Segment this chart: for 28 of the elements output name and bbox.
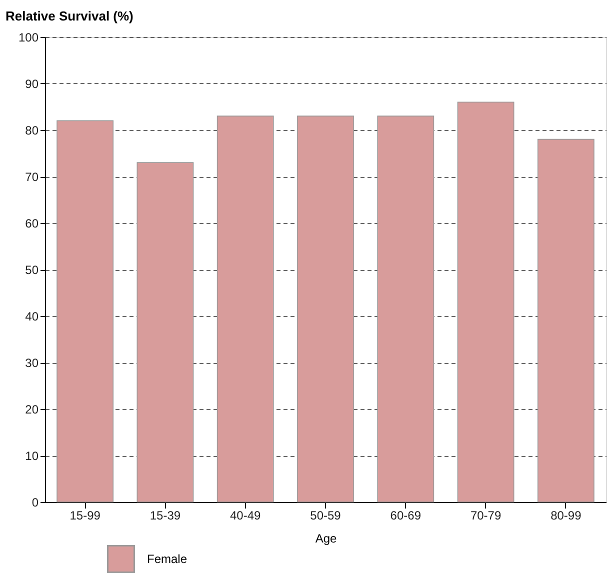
x-tick-label: 50-59 [310, 508, 342, 522]
y-tick-label: 80 [25, 124, 39, 138]
bar [537, 138, 594, 502]
y-tick-label: 0 [32, 496, 39, 510]
bar [297, 116, 354, 502]
x-tick-label: 15-39 [150, 508, 181, 522]
x-tick-label: 15-99 [70, 508, 101, 522]
y-tick-label: 40 [25, 310, 39, 324]
bar [457, 102, 514, 502]
y-axis-title: Relative Survival (%) [6, 8, 134, 24]
y-tick-label: 20 [25, 402, 39, 416]
y-tick-label: 10 [25, 449, 39, 463]
y-tick-label: 60 [25, 216, 39, 230]
bar [56, 120, 114, 502]
y-tick-label: 70 [25, 170, 39, 184]
bar [216, 116, 274, 502]
x-tick-label: 40-49 [230, 508, 262, 522]
x-axis-title: Age [315, 532, 337, 546]
y-tick-label: 30 [25, 356, 39, 370]
y-tick-label: 90 [25, 77, 39, 91]
bar [377, 116, 434, 502]
x-tick-label: 70-79 [470, 508, 502, 522]
x-tick-label: 60-69 [390, 508, 422, 522]
x-tick-label: 80-99 [550, 508, 582, 522]
y-tick-label: 100 [18, 30, 39, 44]
bar [136, 162, 194, 502]
y-tick-label: 50 [25, 263, 39, 277]
legend-label: Female [147, 552, 188, 566]
